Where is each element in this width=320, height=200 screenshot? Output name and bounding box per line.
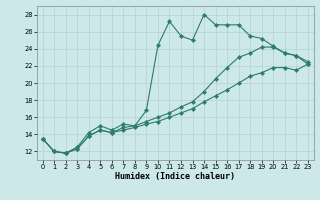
X-axis label: Humidex (Indice chaleur): Humidex (Indice chaleur) (115, 172, 235, 181)
